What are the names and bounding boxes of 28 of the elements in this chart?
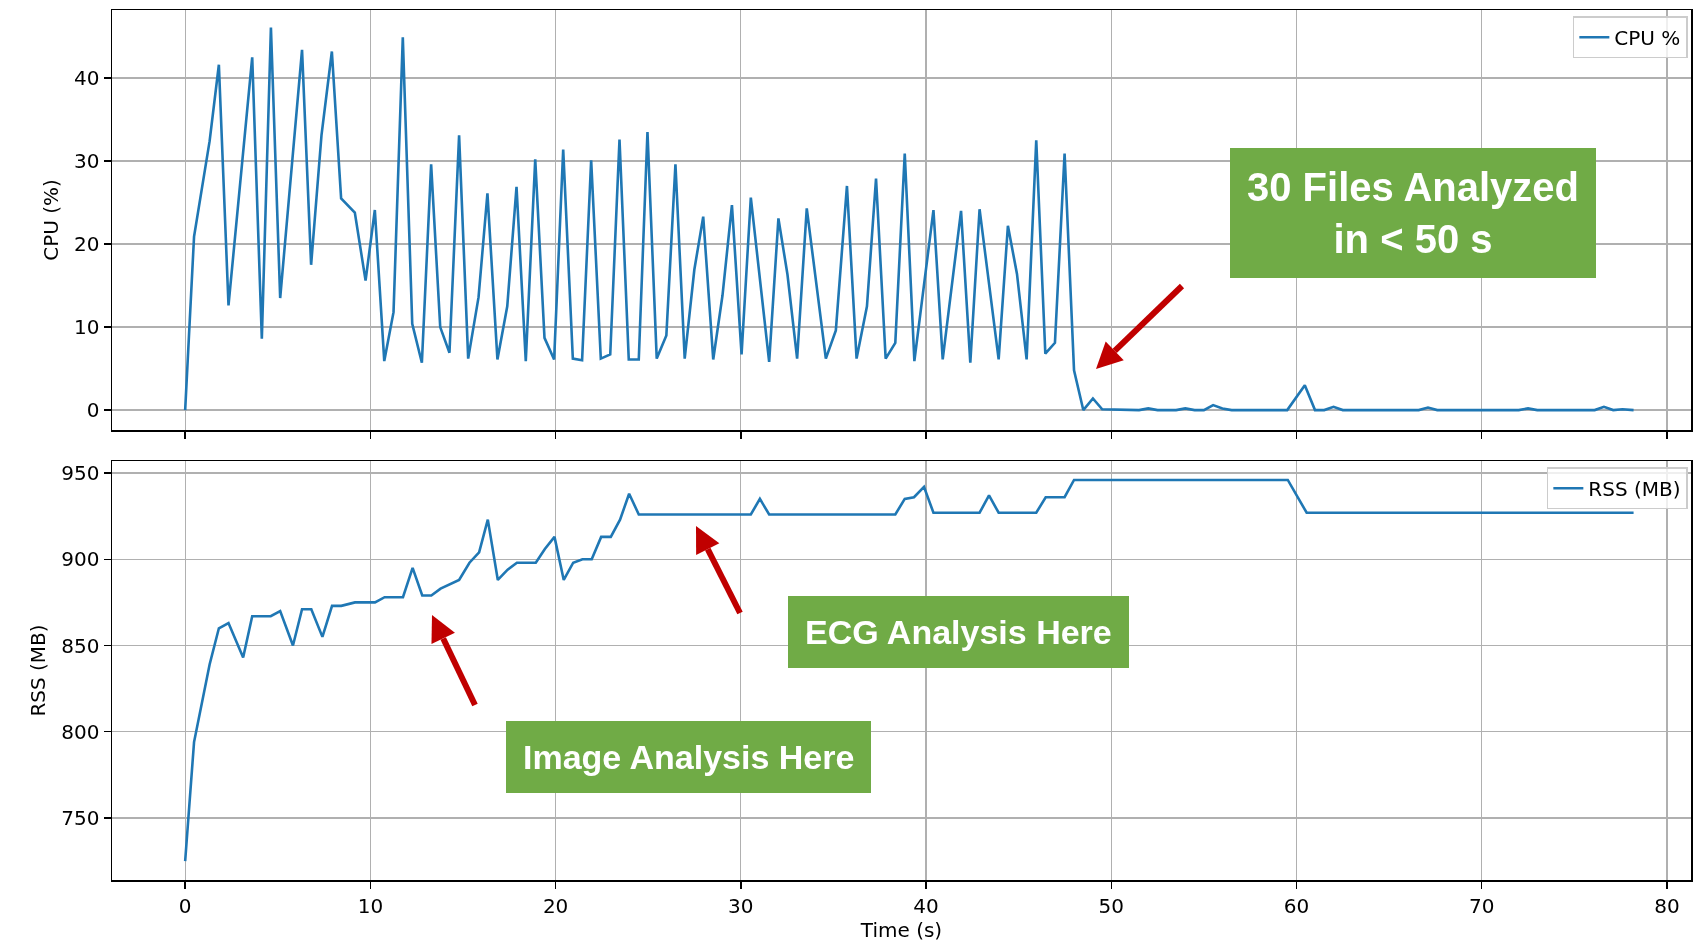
y-axis-title: CPU (%): [38, 179, 63, 261]
x-tick-label: 40: [913, 893, 939, 918]
x-axis-title: Time (s): [859, 917, 943, 942]
legend-label: RSS (MB): [1588, 477, 1681, 502]
x-tick-label: 20: [542, 893, 569, 918]
annotation: ECG Analysis Here: [805, 613, 1112, 651]
legend-label: CPU %: [1614, 26, 1681, 51]
y-tick-label: 800: [61, 719, 100, 744]
y-tick-label: 10: [74, 315, 100, 340]
x-tick-label: 70: [1468, 893, 1495, 918]
x-tick-label: 30: [728, 893, 754, 918]
y-axis-title: RSS (MB): [26, 624, 51, 717]
y-tick-label: 900: [61, 547, 100, 572]
x-tick-label: 10: [357, 893, 384, 918]
y-tick-label: 20: [74, 232, 100, 257]
line-series: [183, 478, 1635, 863]
y-tick-label: 950: [61, 461, 100, 486]
x-tick-label: 0: [178, 893, 192, 918]
y-tick-label: 850: [61, 633, 100, 658]
y-tick-label: 750: [61, 805, 100, 830]
annotation: Image Analysis Here: [523, 738, 855, 776]
y-tick-label: 40: [74, 66, 100, 91]
annotation: 30 Files Analyzed in < 50 s: [1247, 165, 1579, 261]
x-tick-label: 50: [1098, 893, 1124, 918]
y-tick-label: 0: [86, 398, 100, 423]
y-tick-label: 30: [74, 149, 100, 174]
x-tick-label: 60: [1283, 893, 1310, 918]
x-tick-label: 80: [1654, 893, 1680, 918]
